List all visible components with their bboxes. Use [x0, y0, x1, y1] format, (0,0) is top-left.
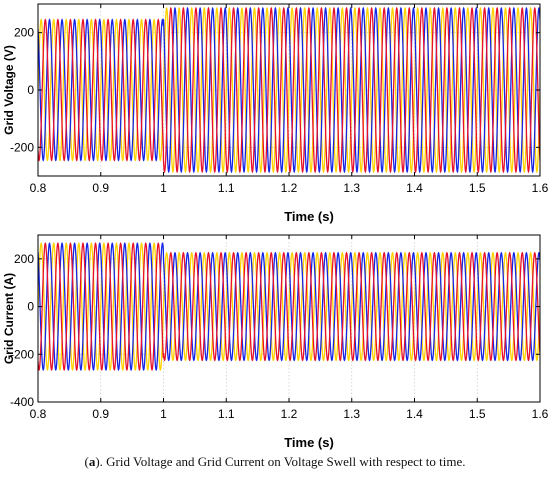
x-tick-label: 1.1 — [218, 181, 235, 195]
x-tick-label: 1.2 — [281, 181, 298, 195]
y-tick-label: 200 — [14, 252, 34, 266]
series-line-3 — [38, 242, 540, 372]
x-tick-label: 1.5 — [469, 181, 486, 195]
x-tick-label: 1 — [160, 181, 167, 195]
x-tick-label: 1.3 — [343, 407, 360, 421]
series-line-2 — [38, 242, 540, 372]
x-tick-label: 1.5 — [469, 407, 486, 421]
y-axis-label: Grid Voltage (V) — [2, 45, 16, 135]
x-tick-label: 0.8 — [30, 407, 47, 421]
x-axis-label: Time (s) — [284, 435, 334, 450]
x-tick-label: 0.9 — [92, 407, 109, 421]
y-tick-label: -200 — [10, 140, 34, 154]
caption-text: . Grid Voltage and Grid Current on Volta… — [99, 454, 466, 469]
x-tick-label: 0.8 — [30, 181, 47, 195]
caption-label: a — [88, 454, 96, 469]
figure-caption: (a). Grid Voltage and Grid Current on Vo… — [84, 454, 466, 469]
x-tick-label: 0.9 — [92, 181, 109, 195]
chart-2: 0.8 0.9 1 1.1 1.2 1.3 1.4 1.5 1.6 200 0 -200 -400 Tim… — [2, 234, 549, 450]
series-line-3 — [38, 6, 540, 174]
y-tick-label: 0 — [27, 300, 34, 314]
y-tick-label: 200 — [14, 26, 34, 40]
x-tick-label: 1.4 — [406, 181, 423, 195]
x-tick-label: 1.4 — [406, 407, 423, 421]
series-line-1 — [38, 242, 540, 372]
y-tick-label: -400 — [10, 395, 34, 409]
x-tick-label: 1.2 — [281, 407, 298, 421]
y-tick-label: 0 — [27, 83, 34, 97]
x-tick-label: 1.1 — [218, 407, 235, 421]
series-line-2 — [38, 6, 540, 174]
series-line-1 — [38, 6, 540, 174]
x-tick-label: 1.3 — [343, 181, 360, 195]
x-tick-label: 1.6 — [532, 181, 549, 195]
y-axis-label: Grid Current (A) — [2, 273, 16, 364]
chart-1: 0.8 0.9 1 1.1 1.2 1.3 1.4 1.5 1.6 200 0 -200 Time (s… — [2, 3, 549, 224]
x-tick-label: 1 — [160, 407, 167, 421]
x-tick-label: 1.6 — [532, 407, 549, 421]
y-tick-label: -200 — [10, 347, 34, 361]
x-axis-label: Time (s) — [284, 209, 334, 224]
chart-svg: 0.8 0.9 1 1.1 1.2 1.3 1.4 1.5 1.6 200 0 -200 Time (s… — [2, 3, 549, 450]
